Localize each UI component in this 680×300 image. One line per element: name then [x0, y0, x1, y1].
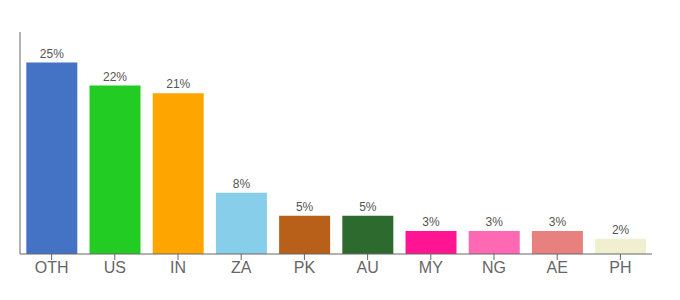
svg-text:5%: 5% — [296, 200, 314, 214]
svg-text:21%: 21% — [166, 77, 190, 91]
svg-text:OTH: OTH — [35, 259, 69, 276]
svg-text:2%: 2% — [612, 223, 630, 237]
svg-text:3%: 3% — [549, 215, 567, 229]
svg-text:3%: 3% — [422, 215, 440, 229]
svg-text:ZA: ZA — [231, 259, 252, 276]
svg-text:8%: 8% — [233, 177, 251, 191]
svg-text:NG: NG — [482, 259, 506, 276]
svg-text:US: US — [104, 259, 126, 276]
svg-text:3%: 3% — [486, 215, 504, 229]
svg-text:IN: IN — [170, 259, 186, 276]
svg-text:MY: MY — [419, 259, 443, 276]
svg-text:PH: PH — [609, 259, 631, 276]
svg-text:22%: 22% — [103, 70, 127, 84]
svg-text:AE: AE — [547, 259, 568, 276]
svg-text:AU: AU — [356, 259, 378, 276]
svg-text:PK: PK — [294, 259, 316, 276]
svg-text:25%: 25% — [40, 47, 64, 61]
svg-text:5%: 5% — [359, 200, 377, 214]
